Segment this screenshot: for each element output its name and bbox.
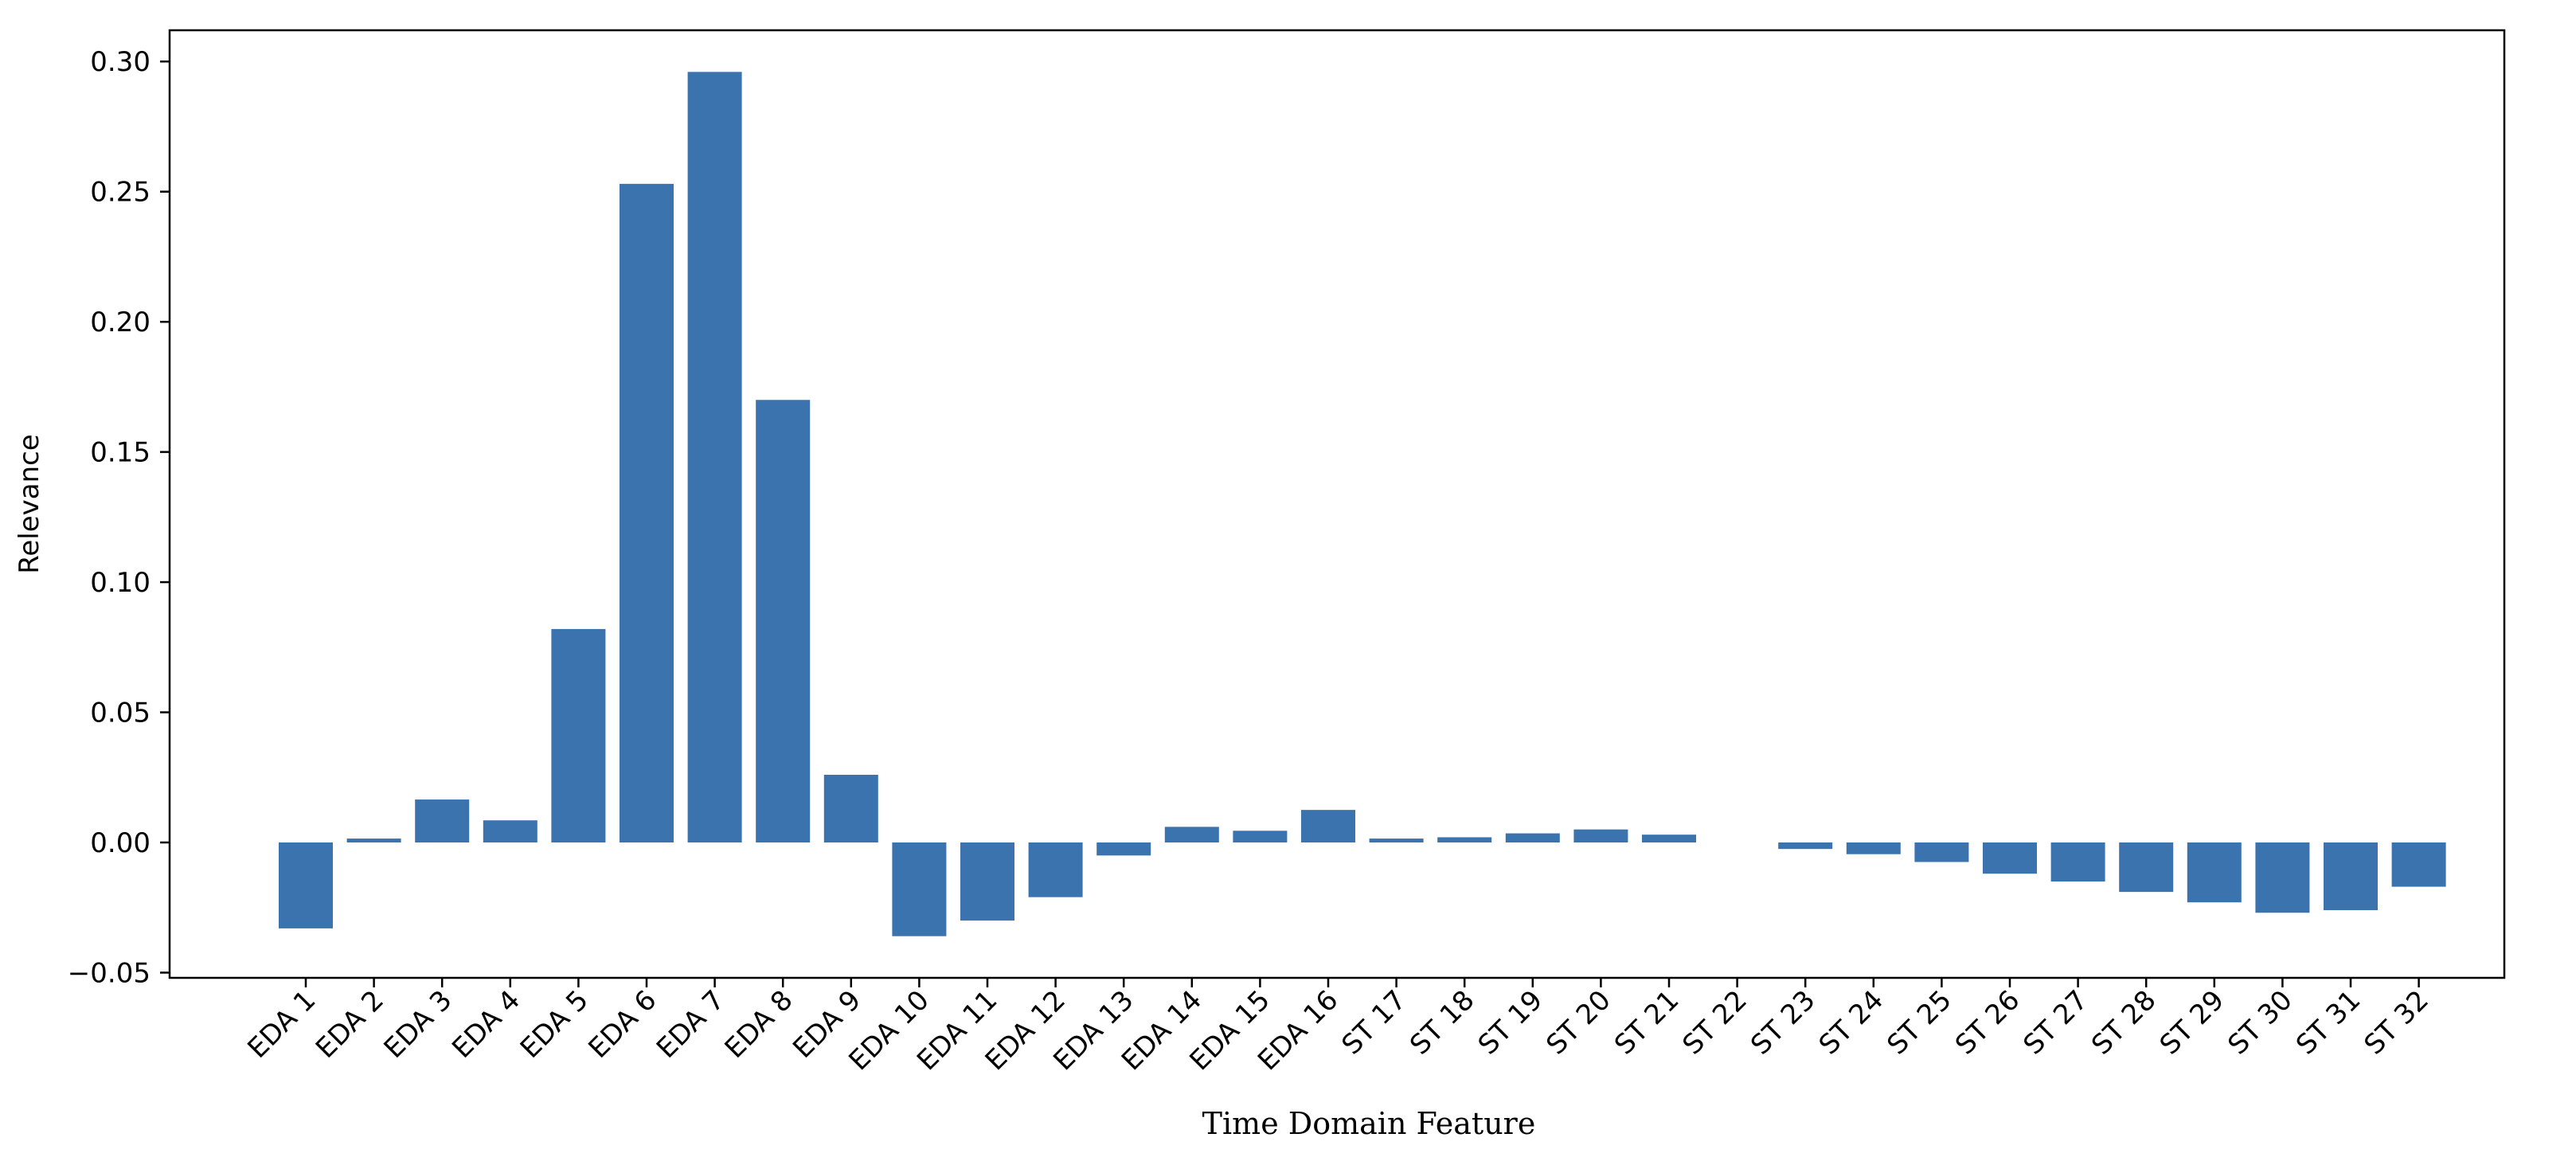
x-tick-label: EDA 6 [582,984,663,1065]
x-tick-label: ST 19 [1472,984,1549,1061]
bar [1642,835,1696,842]
bar [756,400,811,842]
bar [1164,827,1219,842]
y-tick-label: 0.25 [90,177,150,209]
bar [483,820,537,842]
bar [1778,842,1833,850]
bar [415,799,470,842]
bar [2324,842,2378,910]
x-tick-label: ST 18 [1404,984,1480,1061]
x-tick-label: EDA 7 [651,984,731,1065]
bar [960,842,1014,921]
bar [1914,842,1969,862]
bar [1096,842,1151,856]
x-tick-label: ST 22 [1676,984,1753,1061]
x-tick-label: ST 20 [1540,984,1616,1061]
bar [1369,838,1424,842]
bar [2050,842,2105,882]
bar [892,842,947,936]
bar [1233,831,1288,842]
bar [2187,842,2242,903]
y-tick-label: 0.15 [90,437,150,469]
x-tick-label: ST 30 [2222,984,2298,1061]
x-tick-label: ST 32 [2358,984,2434,1061]
x-tick-label: EDA 8 [719,984,799,1065]
bar [823,775,878,842]
x-tick-label: ST 21 [1609,984,1685,1061]
bar [2391,842,2446,887]
x-tick-label: ST 29 [2154,984,2230,1061]
x-tick-label: EDA 2 [310,984,390,1065]
bar [1983,842,2037,874]
y-axis: −0.05 0.00 0.05 0.10 0.15 0.20 0.25 0.30 [68,46,170,989]
plot-area-frame [168,29,2506,979]
y-tick-label: 0.00 [90,827,150,859]
bar [279,842,333,928]
x-tick-label: ST 28 [2085,984,2162,1061]
bar [1846,842,1901,854]
x-tick-label: EDA 5 [514,984,595,1065]
y-tick-label: 0.05 [90,698,150,729]
bars-group [279,72,2446,936]
y-axis-title: Relevance [14,434,45,574]
bar [346,838,401,842]
bar [1505,833,1560,842]
x-tick-label: ST 24 [1813,984,1890,1061]
x-tick-label: ST 27 [2017,984,2093,1061]
bar [1028,842,1083,897]
y-tick-label: 0.30 [90,46,150,78]
x-tick-label: ST 26 [1949,984,2026,1061]
bar [2255,842,2310,913]
bar [2119,842,2174,893]
bar [1437,837,1492,842]
y-tick-label: −0.05 [68,957,150,989]
y-tick-label: 0.20 [90,307,150,338]
bar [687,72,742,843]
bar [551,628,606,842]
x-tick-label: ST 25 [1881,984,1957,1061]
y-tick-label: 0.10 [90,567,150,599]
x-tick-label: EDA 3 [378,984,459,1065]
x-tick-label: EDA 4 [446,984,526,1065]
x-tick-label: EDA 1 [241,984,322,1065]
bar [1301,810,1355,842]
x-axis-title: Time Domain Feature [1202,1106,1536,1141]
bar [620,183,674,842]
x-tick-label: ST 17 [1335,984,1412,1061]
x-tick-label: ST 31 [2290,984,2367,1061]
bar [1573,829,1628,842]
x-tick-label: ST 23 [1745,984,1821,1061]
